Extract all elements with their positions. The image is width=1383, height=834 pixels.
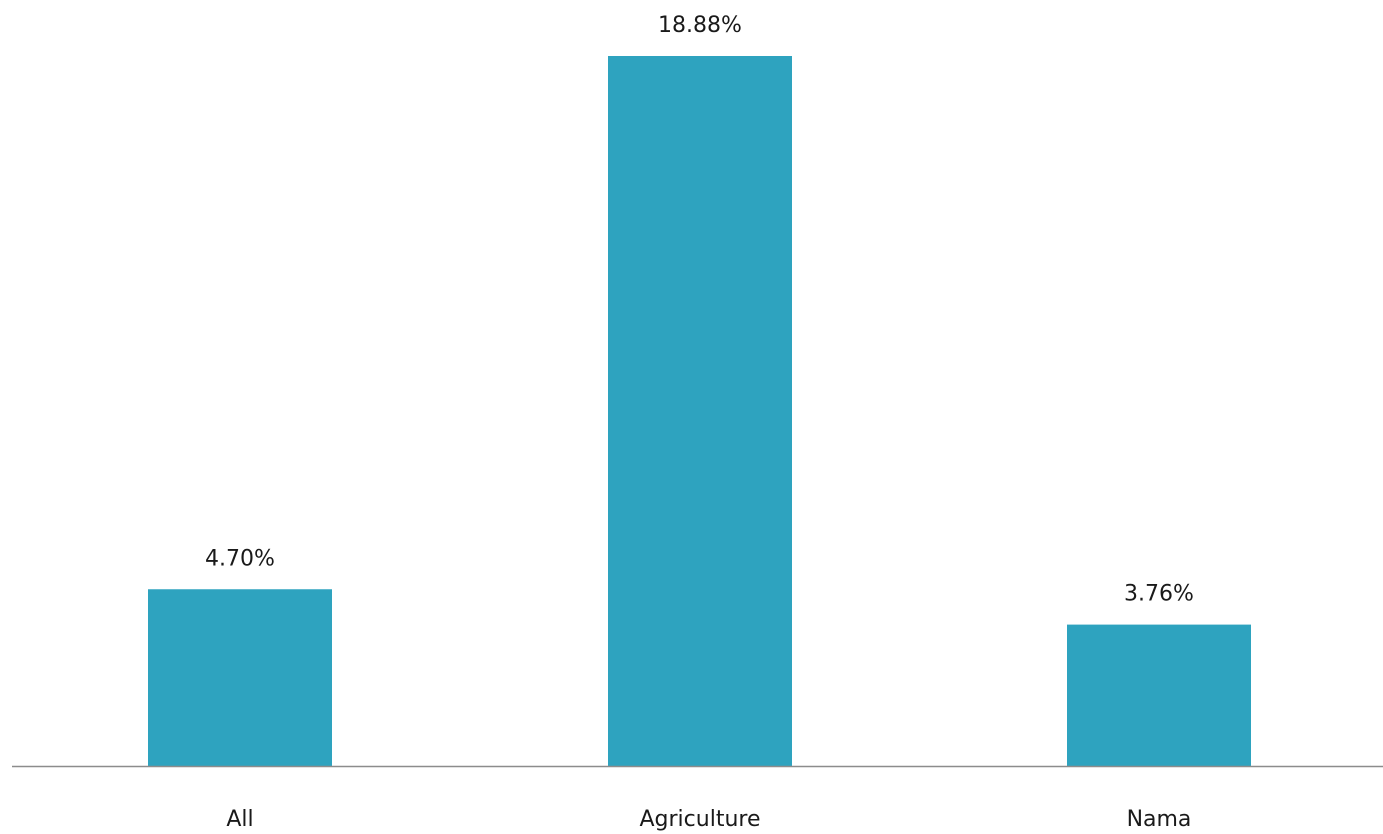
category-label: Agriculture bbox=[640, 807, 761, 832]
category-label: Nama bbox=[1127, 807, 1192, 832]
bars-group bbox=[148, 56, 1251, 766]
bar-agriculture bbox=[608, 56, 792, 766]
value-label: 18.88% bbox=[658, 13, 742, 38]
value-labels-group: 4.70% 18.88% 3.76% bbox=[205, 13, 1194, 607]
value-label: 3.76% bbox=[1124, 582, 1194, 607]
bar-nama bbox=[1067, 624, 1251, 766]
category-label: All bbox=[226, 807, 253, 832]
value-label: 4.70% bbox=[205, 546, 275, 571]
bar-all bbox=[148, 589, 332, 766]
category-labels-group: All Agriculture Nama bbox=[226, 807, 1191, 832]
